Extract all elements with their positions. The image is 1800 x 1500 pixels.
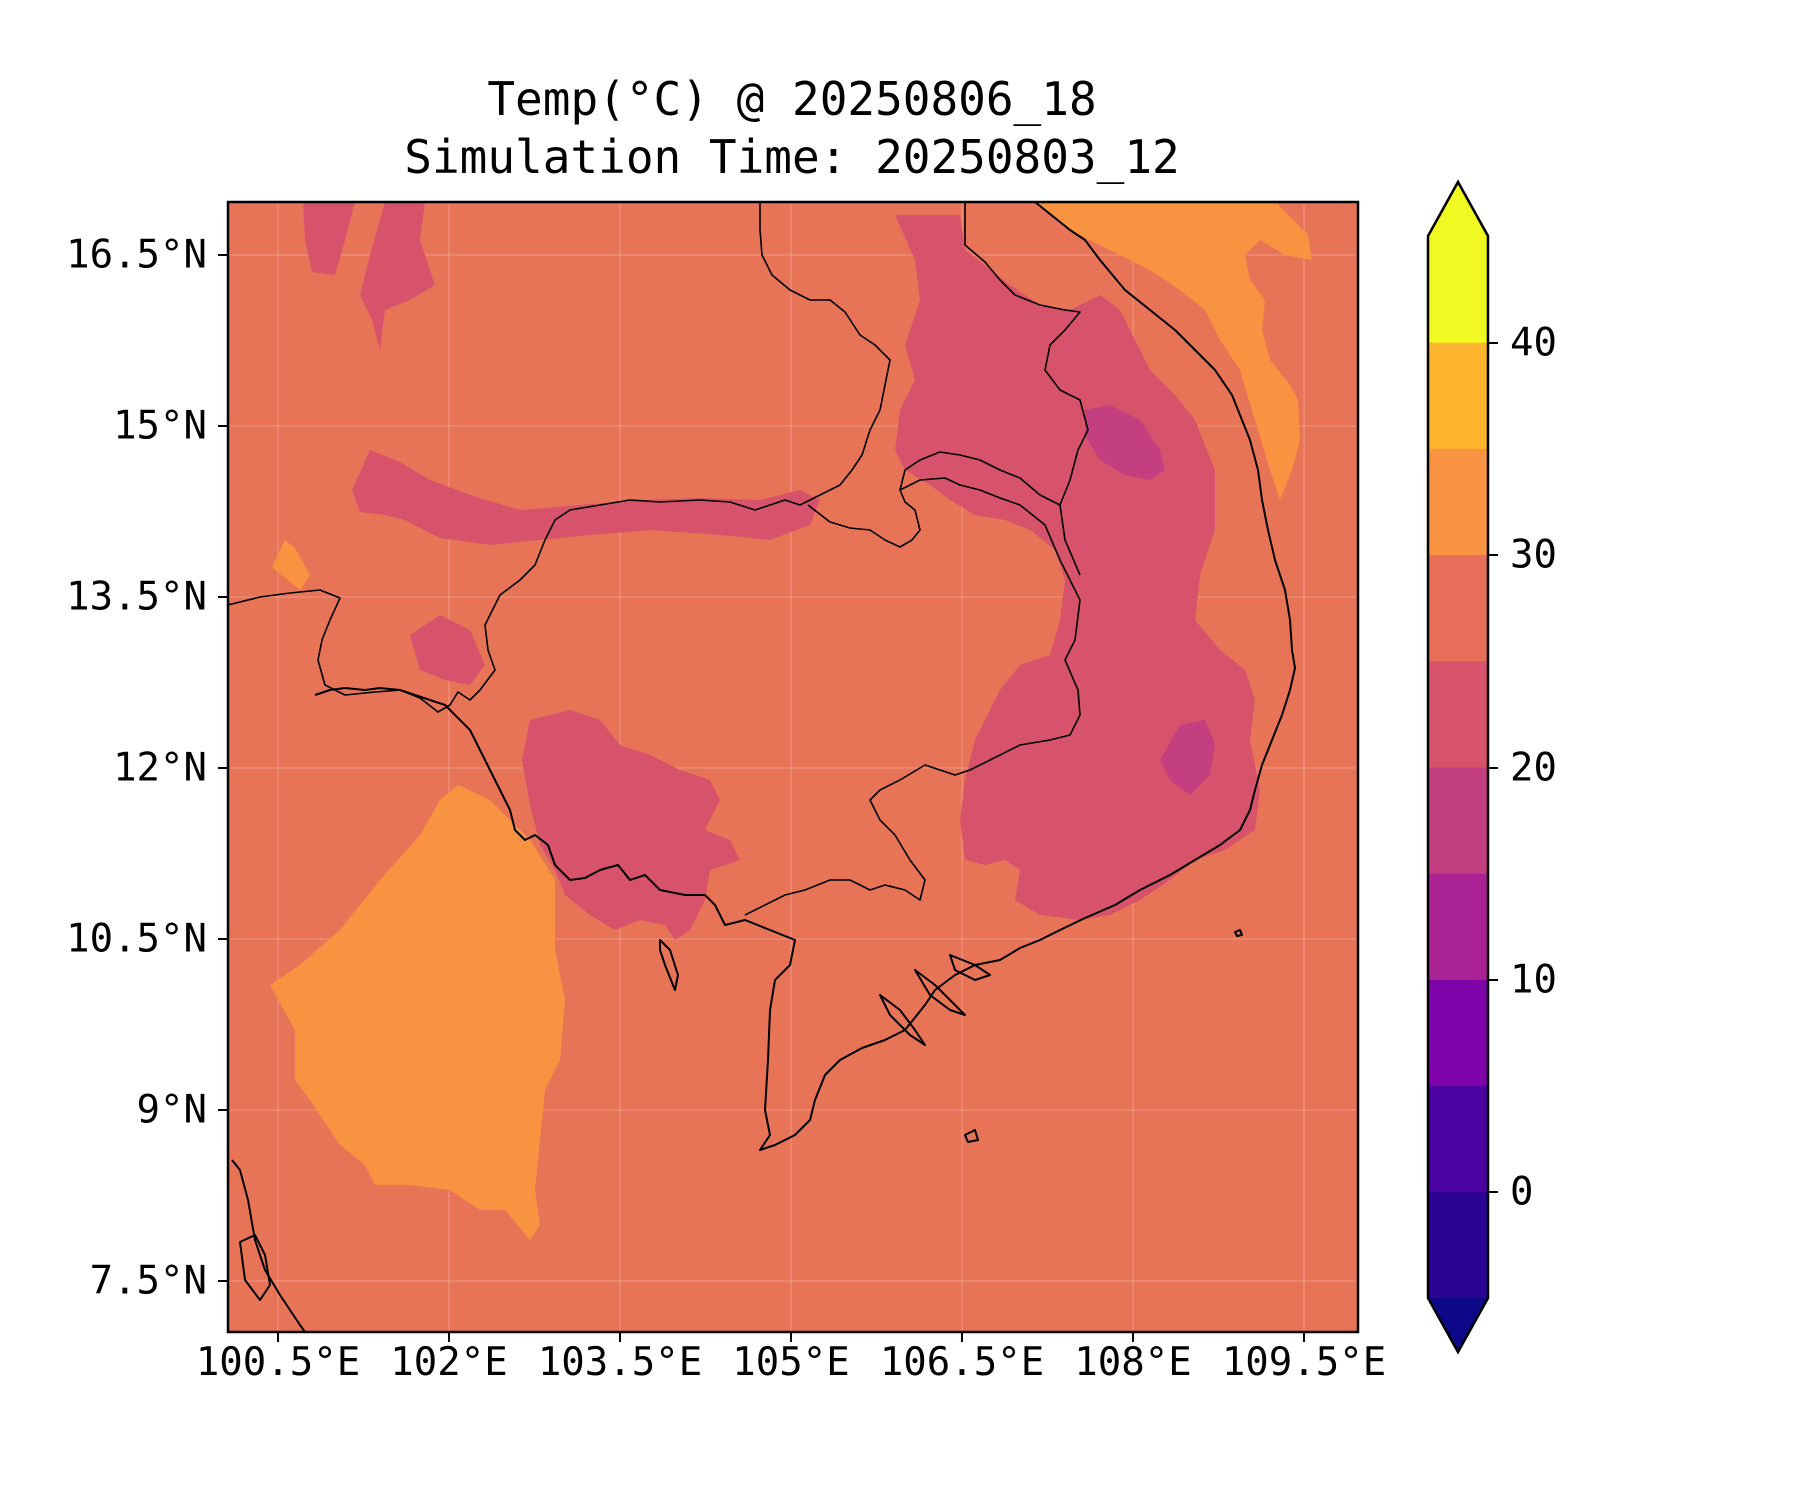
gridlines	[228, 202, 1358, 1332]
colorbar	[1426, 179, 1498, 1355]
lat-label-13.5: 13.5°N	[66, 574, 207, 620]
country-borders	[228, 202, 1089, 916]
coast-delta-channel-1	[879, 994, 926, 1046]
coast-delta-channel-3	[949, 954, 991, 981]
border-cambodia-vietnam	[744, 477, 1081, 916]
border-thailand-cambodia	[228, 202, 891, 713]
warm-regions	[270, 202, 1312, 1240]
lon-label-102: 102°E	[390, 1340, 508, 1385]
cool-region-dangrek	[352, 450, 820, 545]
colorbar-band	[1428, 660, 1488, 768]
colorbar-label-40: 40	[1510, 320, 1557, 366]
coast-vietnam	[1019, 202, 1296, 949]
colorbar-label-10: 10	[1510, 957, 1557, 1003]
colorbar-band	[1428, 1191, 1488, 1299]
lat-label-7.5: 7.5°N	[89, 1258, 207, 1304]
chart-title: Temp(°C) @ 20250806_18	[487, 72, 1097, 126]
coast-gulf-west	[314, 687, 601, 881]
coldest-regions	[1085, 405, 1215, 795]
map-area	[228, 202, 1358, 1332]
lon-label-108: 108°E	[1074, 1340, 1192, 1385]
colorbar-band	[1428, 448, 1488, 556]
coast-island-phuquoc	[659, 939, 679, 991]
lon-label-103.5: 103.5°E	[537, 1340, 703, 1385]
coast-delta-channel-2	[914, 969, 966, 1016]
cool-region-laos-north-2	[360, 202, 435, 350]
colorbar-label-20: 20	[1510, 745, 1557, 791]
coastline	[231, 202, 1296, 1332]
lat-label-16.5: 16.5°N	[66, 232, 207, 278]
warm-region-small	[272, 540, 310, 590]
chart-subtitle: Simulation Time: 20250803_12	[404, 130, 1180, 184]
colorbar-label-0: 0	[1510, 1169, 1534, 1215]
coast-mekong-delta	[599, 864, 1021, 1151]
cool-region-cardamom	[410, 615, 485, 685]
colorbar-band	[1428, 554, 1488, 662]
colorbar-ticks	[1488, 342, 1498, 1193]
colorbar-band	[1428, 979, 1488, 1087]
lat-label-9: 9°N	[136, 1087, 207, 1133]
colorbar-band	[1428, 1085, 1488, 1193]
border-laos-cambodia	[899, 451, 1061, 506]
coldest-region-highlands	[1085, 405, 1165, 480]
coast-thailand-south	[231, 1159, 306, 1332]
coast-island-condao	[964, 1129, 979, 1143]
axis-ticks	[218, 254, 1305, 1342]
lon-label-109.5: 109.5°E	[1221, 1340, 1387, 1385]
coast-island-small	[1234, 929, 1243, 937]
warm-region-vietnam-coast	[1035, 202, 1312, 500]
cool-region-west-cambodia	[522, 710, 740, 940]
cool-region-laos-north	[303, 202, 355, 275]
lon-label-106.5: 106.5°E	[879, 1340, 1045, 1385]
lon-label-105: 105°E	[732, 1340, 850, 1385]
coldest-region-south	[1160, 720, 1215, 795]
lat-label-15: 15°N	[113, 403, 207, 449]
warm-region-gulf	[270, 785, 565, 1240]
lon-label-100.5: 100.5°E	[195, 1340, 361, 1385]
colorbar-band	[1428, 873, 1488, 980]
lat-label-10.5: 10.5°N	[66, 916, 207, 962]
colorbar-extend-low	[1428, 1298, 1488, 1352]
colorbar-outline	[1426, 179, 1490, 1355]
colorbar-label-30: 30	[1510, 532, 1557, 578]
colorbar-bands	[1428, 236, 1488, 1299]
coast-island-koh	[239, 1234, 271, 1301]
border-laos-vietnam	[964, 202, 1089, 576]
colorbar-band	[1428, 342, 1488, 449]
colorbar-extend-high	[1428, 182, 1488, 236]
lat-label-12: 12°N	[113, 745, 207, 791]
colorbar-band	[1428, 767, 1488, 874]
colorbar-band	[1428, 236, 1488, 343]
